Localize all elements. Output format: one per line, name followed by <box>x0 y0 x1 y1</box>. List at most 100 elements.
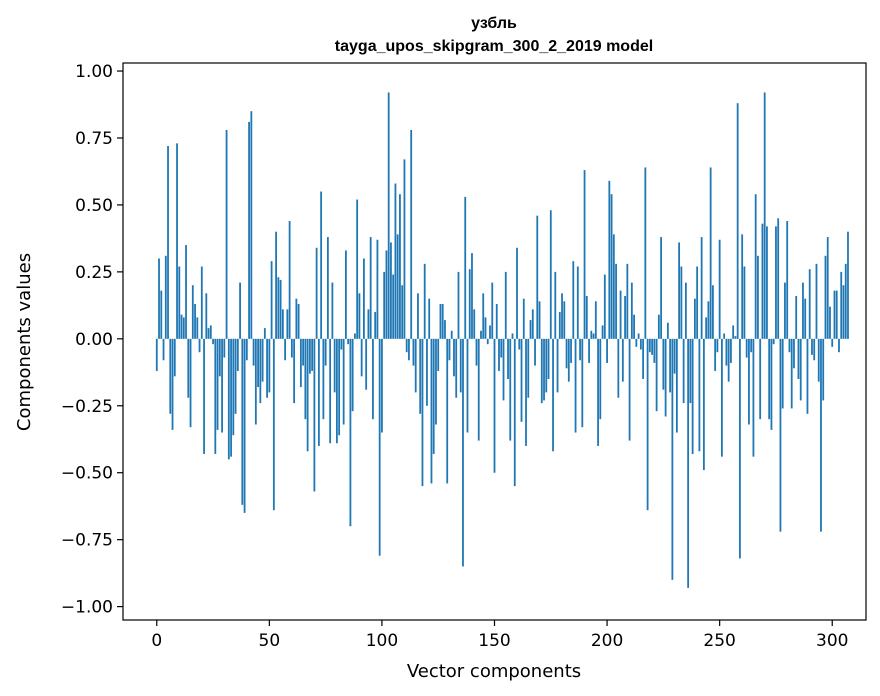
bar-15 <box>189 338 192 428</box>
bar-22 <box>205 293 208 339</box>
bar-155 <box>504 271 507 339</box>
bar-66 <box>304 338 307 420</box>
bar-67 <box>306 338 309 452</box>
bar-115 <box>414 338 417 393</box>
bar-74 <box>322 338 325 420</box>
bar-39 <box>243 338 246 513</box>
bar-212 <box>633 314 635 339</box>
bar-113 <box>410 129 413 339</box>
bar-114 <box>412 338 415 366</box>
bar-286 <box>799 338 802 401</box>
bar-77 <box>329 338 332 444</box>
bar-119 <box>423 263 426 339</box>
bar-211 <box>630 282 633 339</box>
bar-137 <box>464 196 467 339</box>
bar-108 <box>399 194 401 339</box>
x-tick-label: 0 <box>151 631 162 651</box>
bar-54 <box>277 277 280 339</box>
bar-107 <box>396 234 399 339</box>
bar-44 <box>254 338 257 425</box>
bar-205 <box>617 338 620 398</box>
bar-245 <box>707 301 710 339</box>
x-tick-label: 150 <box>478 631 510 651</box>
bar-121 <box>428 298 431 339</box>
bar-71 <box>315 247 318 339</box>
bar-248 <box>714 338 717 371</box>
bar-160 <box>516 247 518 339</box>
bar-72 <box>317 338 320 446</box>
bar-149 <box>491 282 494 339</box>
bar-100 <box>381 338 383 433</box>
bar-152 <box>498 338 500 371</box>
bar-132 <box>453 338 455 377</box>
bar-195 <box>594 301 597 339</box>
bar-37 <box>239 282 241 339</box>
bar-87 <box>351 338 354 412</box>
bar-94 <box>367 309 370 339</box>
bar-306 <box>844 263 847 339</box>
bar-187 <box>576 266 579 339</box>
chart-title-line1: узбль <box>471 15 517 32</box>
chart-title-line2: tayga_upos_skipgram_300_2_2019 model <box>335 38 653 55</box>
bar-184 <box>570 338 572 363</box>
bar-280 <box>786 221 789 339</box>
bar-201 <box>608 180 611 339</box>
bar-220 <box>651 338 654 355</box>
bar-8 <box>173 338 176 377</box>
bar-214 <box>637 333 640 339</box>
bar-146 <box>484 317 487 339</box>
bar-236 <box>687 338 690 588</box>
bar-36 <box>236 338 239 371</box>
x-axis-ticks: 0 50 100 150 200 250 300 <box>151 620 848 651</box>
bar-179 <box>558 312 561 339</box>
bar-3 <box>162 338 165 361</box>
bar-196 <box>597 338 599 446</box>
bar-164 <box>525 338 527 446</box>
bar-102 <box>385 250 388 339</box>
bar-126 <box>439 304 442 339</box>
bar-278 <box>781 338 784 409</box>
bar-159 <box>513 338 516 487</box>
bar-53 <box>275 231 277 339</box>
bar-117 <box>419 338 422 414</box>
bar-165 <box>527 338 530 398</box>
bar-42 <box>250 111 253 339</box>
bar-178 <box>556 338 559 393</box>
bar-106 <box>394 183 397 339</box>
bar-34 <box>232 338 235 436</box>
bar-274 <box>772 338 775 345</box>
bar-24 <box>209 325 212 339</box>
bar-97 <box>374 312 377 339</box>
bar-51 <box>270 261 273 339</box>
bar-243 <box>702 338 705 471</box>
bar-141 <box>473 309 476 339</box>
bar-234 <box>682 338 685 404</box>
bar-65 <box>302 338 305 366</box>
y-tick-label: −1.00 <box>61 598 113 618</box>
bar-242 <box>700 237 703 339</box>
bar-293 <box>815 263 818 339</box>
bar-93 <box>365 338 368 390</box>
bar-33 <box>230 338 232 457</box>
bar-167 <box>531 309 534 339</box>
bar-191 <box>585 295 588 339</box>
bar-134 <box>457 271 460 339</box>
bar-56 <box>281 309 284 339</box>
bar-294 <box>817 338 820 382</box>
y-tick-label: −0.75 <box>61 531 113 551</box>
bar-5 <box>167 146 169 339</box>
bar-295 <box>820 338 822 532</box>
bar-31 <box>225 129 228 339</box>
bar-46 <box>259 338 262 404</box>
x-tick-label: 100 <box>366 631 398 651</box>
bar-85 <box>347 338 350 345</box>
bar-58 <box>286 309 289 339</box>
bar-116 <box>417 293 419 339</box>
bar-86 <box>349 338 352 527</box>
bar-300 <box>831 338 834 347</box>
bar-261 <box>743 266 746 339</box>
bar-57 <box>284 338 287 361</box>
bar-48 <box>263 328 266 339</box>
bar-296 <box>822 338 825 401</box>
bar-59 <box>288 221 291 339</box>
